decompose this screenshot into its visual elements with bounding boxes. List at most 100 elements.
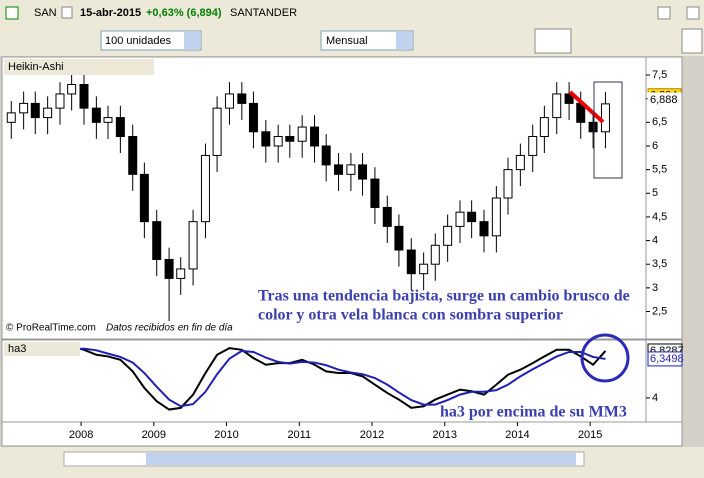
symbol: SAN	[34, 7, 57, 19]
annotation: Tras una tendencia bajista, surge un cam…	[258, 288, 630, 305]
x-tick-label: 2012	[360, 429, 384, 441]
pane-title: ha3	[8, 343, 26, 355]
candle-body	[419, 263, 429, 275]
value-tag	[647, 351, 683, 367]
candle-body	[79, 83, 89, 109]
candle-body	[224, 93, 234, 109]
candle-body	[115, 117, 125, 138]
x-tick-label: 2009	[142, 429, 166, 441]
candle-body	[503, 169, 513, 199]
candle-body	[552, 93, 562, 119]
candle-body	[128, 136, 138, 175]
candle-body	[528, 136, 538, 156]
price-tag	[647, 92, 682, 108]
candle-body	[188, 221, 198, 270]
candle-body	[600, 103, 610, 133]
candle-body	[310, 126, 320, 147]
y-tick-label: 5	[652, 187, 658, 199]
pane-header	[4, 59, 154, 75]
pane-title: Heikin-Ashi	[8, 61, 64, 73]
title-bar	[0, 0, 704, 25]
candle-body	[334, 164, 344, 175]
close-button[interactable]	[686, 6, 700, 20]
candle-body	[370, 178, 380, 208]
candle-body	[6, 112, 16, 123]
instrument-name: SANTANDER	[230, 7, 297, 19]
source-note: Datos recibidos en fin de día	[106, 323, 233, 334]
y-tick-label: 6	[652, 140, 658, 152]
candle-body	[237, 93, 247, 104]
time-axis	[1, 421, 683, 447]
y-tick-label: 3,5	[652, 258, 667, 270]
candle-body	[212, 107, 222, 156]
candle-body	[443, 225, 453, 246]
candle-body	[467, 211, 477, 223]
indicator-button[interactable]	[534, 28, 572, 54]
scroll-thumb[interactable]	[146, 453, 576, 465]
value-label: 6,3498	[650, 353, 684, 365]
candle-body	[55, 93, 65, 109]
candle-body	[346, 164, 356, 175]
dropdown-arrow[interactable]	[396, 32, 412, 49]
highlight-box	[593, 81, 623, 179]
candle-body	[91, 107, 101, 123]
candle-body	[406, 249, 416, 275]
candle-body	[43, 107, 53, 119]
change: +0,63% (6,894)	[146, 7, 222, 19]
pane-header	[4, 342, 80, 356]
window-button[interactable]	[657, 6, 671, 20]
candle-body	[67, 83, 77, 95]
candle-body	[285, 136, 295, 142]
candle-body	[515, 154, 525, 171]
price-label: 6,888	[650, 94, 678, 106]
x-tick-label: 2013	[432, 429, 456, 441]
y-tick-label: 4	[652, 234, 658, 246]
candle-body	[30, 102, 40, 119]
dropdown-arrow[interactable]	[184, 32, 200, 49]
candle-body	[430, 244, 440, 265]
candle-body	[297, 126, 307, 142]
highlight-circle	[580, 333, 630, 383]
chart-icon	[5, 6, 19, 20]
date: 15-abr-2015	[80, 7, 141, 19]
candle-body	[261, 131, 271, 147]
quantity: 100 unidades	[105, 35, 172, 47]
candle-body	[394, 225, 404, 251]
candle-body	[321, 145, 331, 166]
y-tick-label: 5,5	[652, 164, 667, 176]
chart-layer: 7,576,565,554,543,532,56,8946,8884200820…	[6, 69, 684, 441]
annotation: color y otra vela blanca con sombra supe…	[258, 307, 563, 324]
x-tick-label: 2014	[505, 429, 529, 441]
x-tick-label: 2015	[578, 429, 602, 441]
y-tick-label: 4	[652, 392, 658, 404]
candle-body	[200, 154, 210, 223]
y-tick-label: 6,5	[652, 116, 667, 128]
y-tick-label: 7,5	[652, 69, 667, 81]
candle-body	[248, 102, 258, 133]
candle-body	[164, 258, 174, 279]
candle-body	[139, 173, 149, 223]
candle-body	[382, 206, 392, 227]
candle-body	[479, 221, 489, 237]
y-tick-label: 4,5	[652, 211, 667, 223]
side-button[interactable]	[681, 28, 703, 54]
period-select[interactable]	[320, 30, 414, 51]
candle-body	[455, 211, 465, 227]
indicator-line	[11, 347, 606, 408]
candle-body	[19, 102, 29, 114]
trend-line	[568, 90, 605, 124]
x-tick-label: 2008	[69, 429, 93, 441]
info-icon[interactable]	[61, 6, 73, 19]
candle-body	[491, 197, 501, 237]
x-tick-label: 2010	[214, 429, 238, 441]
source: © ProRealTime.com	[6, 323, 96, 334]
quantity-select[interactable]	[100, 30, 202, 51]
candle-body	[539, 117, 549, 138]
candle-body	[176, 268, 186, 279]
candle-body	[103, 117, 113, 123]
candle-body	[273, 136, 283, 147]
y-tick-label: 3	[652, 282, 658, 294]
candle-body	[564, 93, 574, 104]
